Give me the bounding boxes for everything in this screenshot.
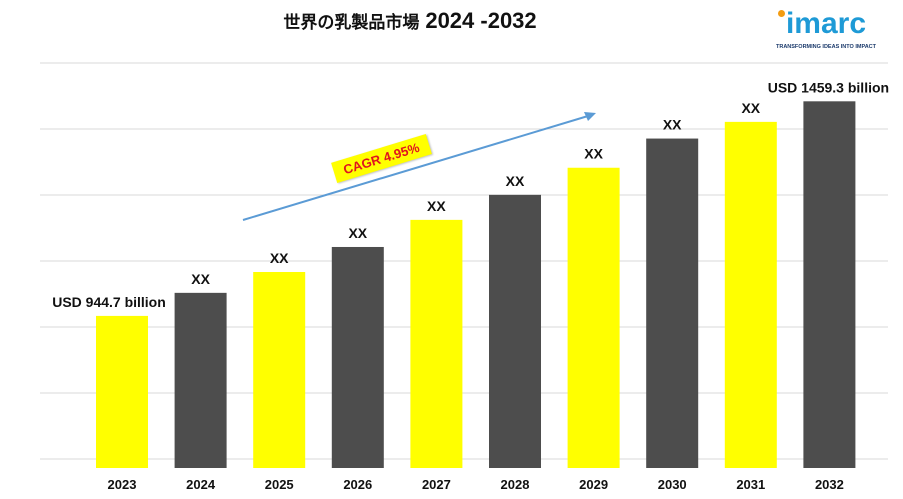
- data-label: XX: [348, 225, 367, 241]
- logo-tagline: TRANSFORMING IDEAS INTO IMPACT: [775, 44, 877, 50]
- x-tick-label: 2025: [265, 477, 294, 492]
- data-label: USD 1459.3 billion: [768, 79, 889, 95]
- data-label: XX: [270, 250, 289, 266]
- bar-2031: [724, 121, 777, 468]
- bar-2030: [646, 138, 699, 468]
- bar-2024: [174, 292, 227, 468]
- bar-2026: [331, 246, 384, 468]
- bar-2027: [410, 219, 463, 468]
- data-label: XX: [584, 146, 603, 162]
- bar-2029: [567, 167, 620, 468]
- bar-2028: [489, 194, 541, 468]
- trend-arrow-icon: [584, 112, 596, 121]
- x-tick-label: 2027: [422, 477, 451, 492]
- bar-2023: [96, 315, 148, 468]
- logo-word: imarc: [785, 7, 867, 40]
- imarc-logo: imarc TRANSFORMING IDEAS INTO IMPACT: [772, 8, 880, 54]
- x-tick-label: 2030: [658, 477, 687, 492]
- bar-2025: [253, 272, 306, 468]
- data-label: USD 944.7 billion: [52, 294, 166, 310]
- trend-arrow-line: [242, 115, 589, 221]
- title-text: 世界の乳製品市場: [283, 13, 420, 33]
- data-label: XX: [663, 117, 682, 133]
- x-tick-label: 2029: [579, 477, 608, 492]
- data-label: XX: [741, 100, 760, 116]
- data-label: XX: [506, 173, 525, 189]
- x-tick-label: 2026: [343, 477, 372, 492]
- chart-title: 世界の乳製品市場 2024 -2032: [230, 8, 590, 34]
- x-tick-label: 2031: [736, 477, 765, 492]
- x-tick-label: 2028: [501, 477, 530, 492]
- data-label: XX: [191, 271, 210, 287]
- x-tick-label: 2024: [186, 477, 216, 492]
- x-tick-label: 2032: [815, 477, 844, 492]
- bar-2032: [803, 101, 856, 468]
- data-label: XX: [427, 198, 446, 214]
- title-years: 2024 -2032: [425, 8, 537, 33]
- logo-dot-icon: [778, 10, 785, 17]
- x-tick-label: 2023: [108, 477, 137, 492]
